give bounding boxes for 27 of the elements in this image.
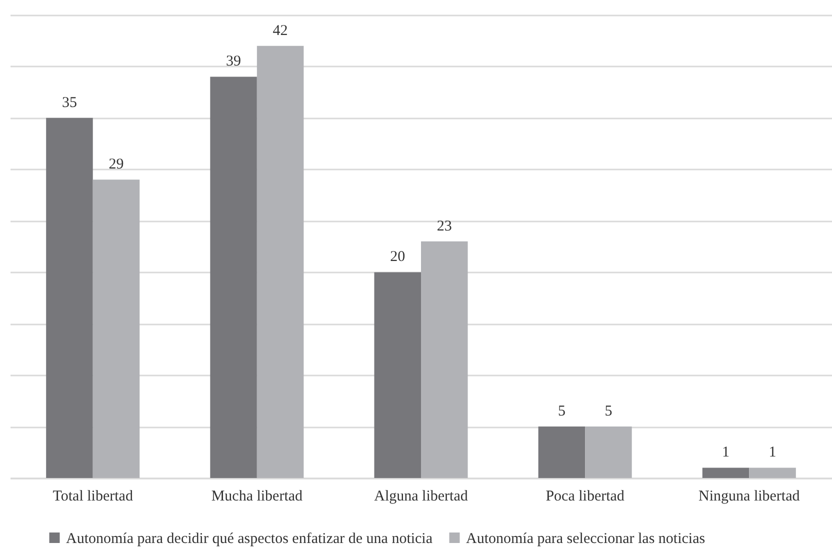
- data-label: 20: [390, 249, 406, 266]
- data-label: 29: [108, 156, 124, 173]
- data-label: 35: [62, 94, 77, 111]
- data-label: 1: [722, 444, 730, 461]
- legend-label: Autonomía para seleccionar las noticias: [466, 530, 706, 547]
- data-label: 39: [226, 54, 242, 70]
- x-tick-label: Poca libertad: [546, 488, 625, 504]
- bar: [421, 241, 468, 478]
- data-label: 1: [768, 444, 776, 461]
- data-label: 23: [436, 218, 452, 234]
- bar: [585, 426, 632, 478]
- x-tick-label: Total libertad: [52, 488, 134, 504]
- bar: [46, 118, 93, 478]
- bar: [374, 272, 421, 478]
- bar: [210, 76, 257, 478]
- bar: [702, 468, 750, 478]
- data-label: 42: [272, 22, 288, 39]
- data-label: 5: [604, 404, 612, 420]
- x-tick-label: Alguna libertad: [374, 488, 468, 504]
- x-tick-label: Mucha libertad: [211, 488, 304, 504]
- bar: [749, 468, 796, 478]
- x-tick-label: Ninguna libertad: [698, 488, 800, 504]
- legend-label: Autonomía para decidir qué aspectos enfatizar de una noticia: [66, 530, 433, 547]
- bar: [538, 426, 586, 478]
- data-label: 5: [558, 404, 566, 420]
- bar: [256, 46, 304, 478]
- bar: [92, 180, 140, 478]
